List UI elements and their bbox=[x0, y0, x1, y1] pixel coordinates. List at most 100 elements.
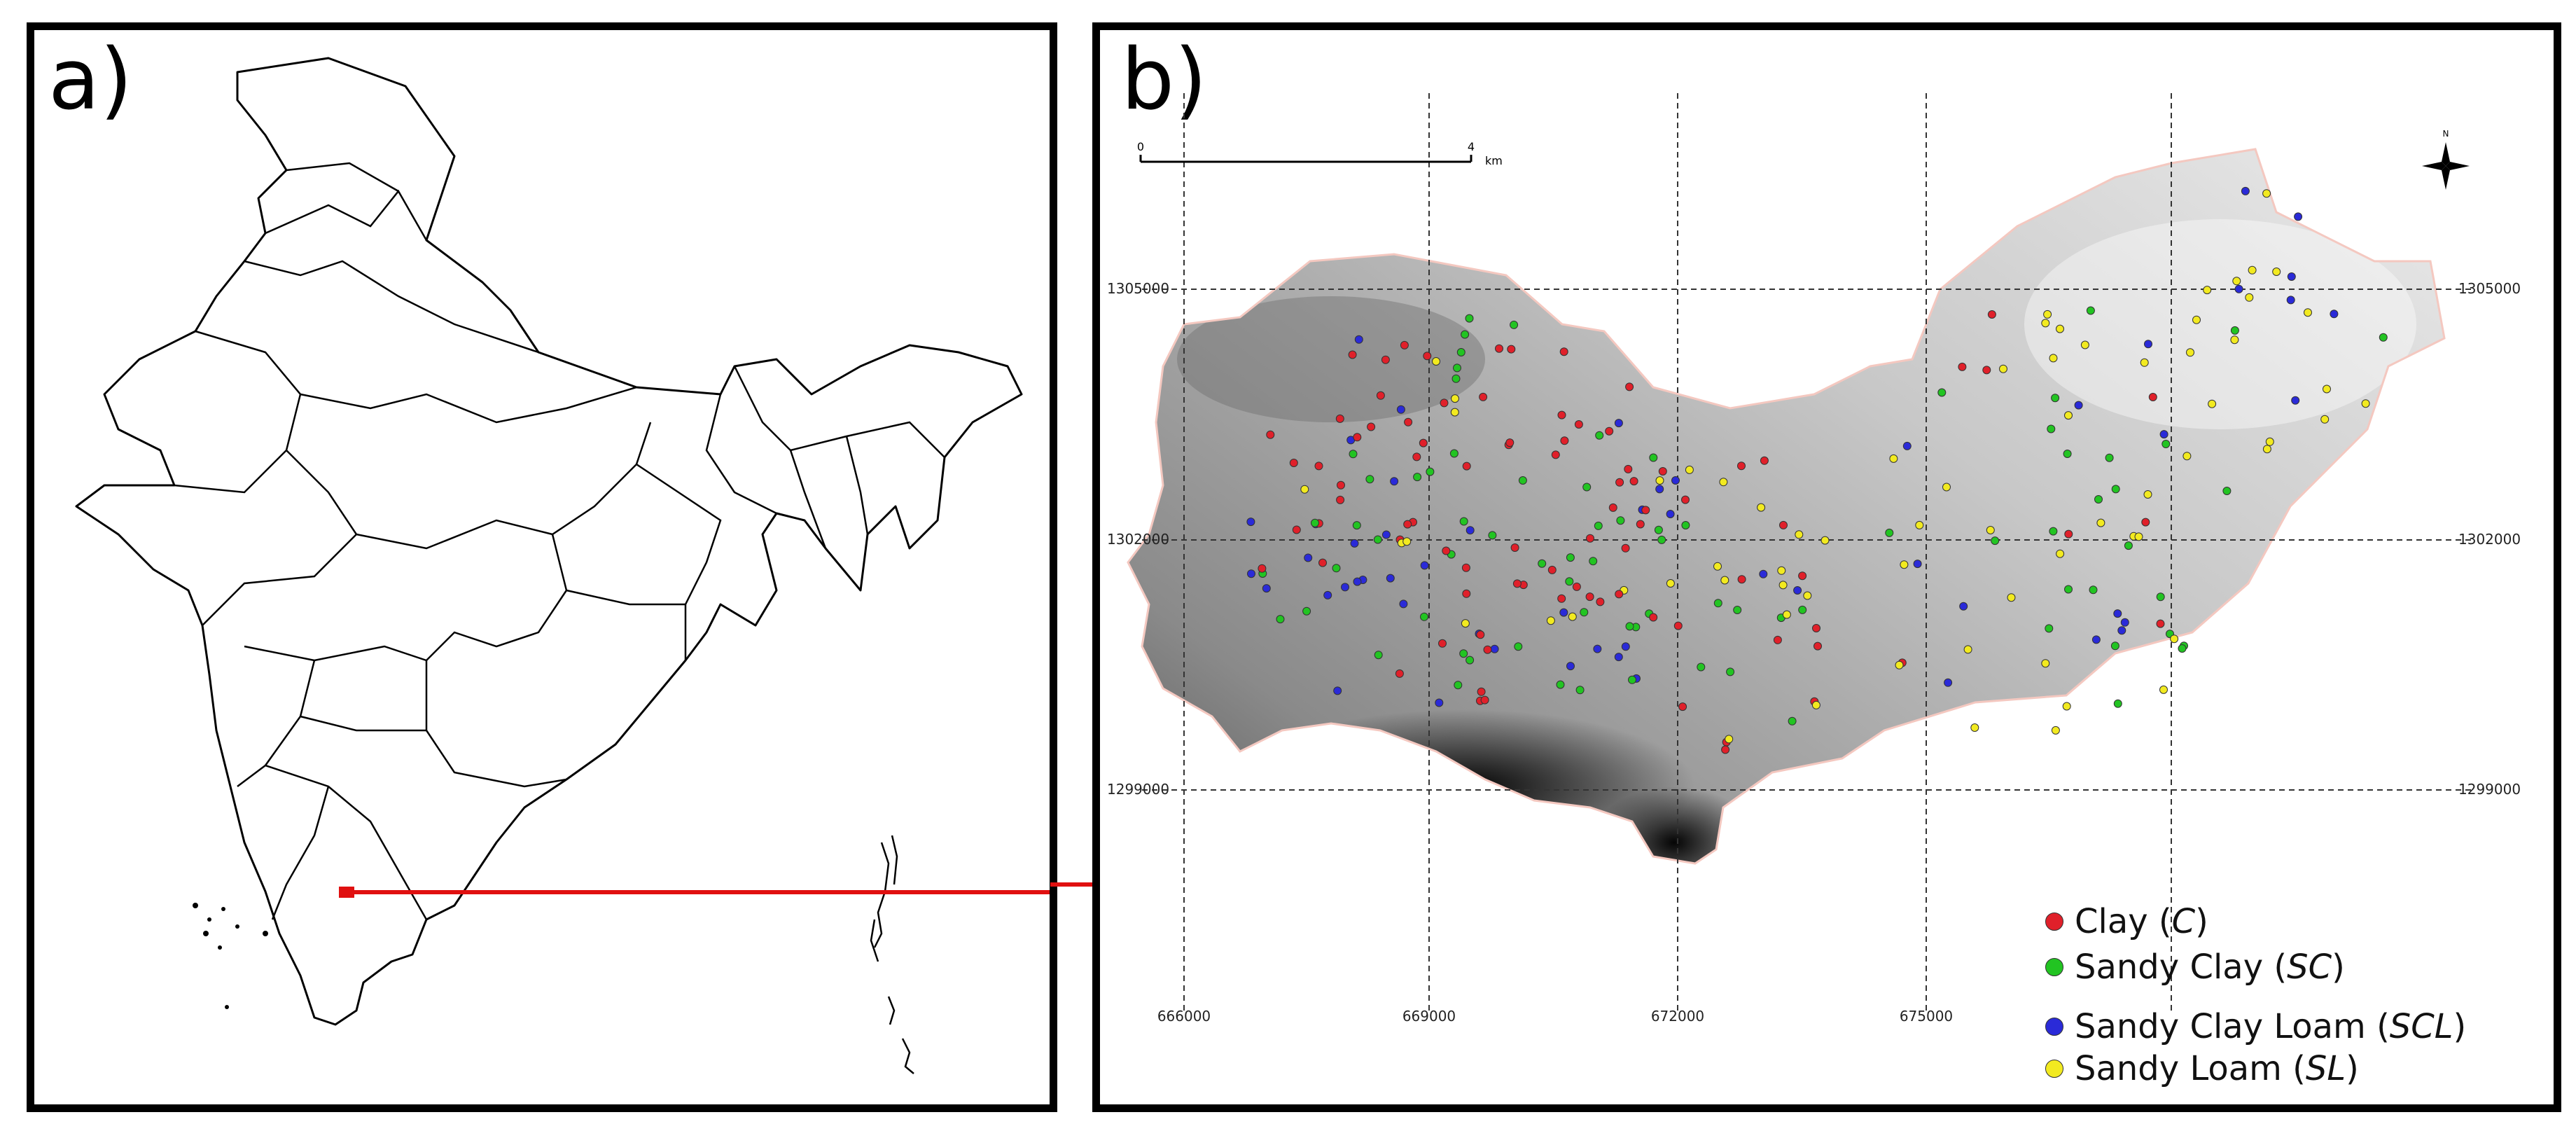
y-tick-label-right: 1299000 bbox=[2458, 781, 2521, 798]
sample-point-sandy-clay-loam bbox=[2074, 401, 2083, 410]
sample-point-sandy-clay bbox=[2379, 333, 2388, 342]
sample-point-clay bbox=[1403, 520, 1412, 529]
sample-point-sandy-loam bbox=[1820, 536, 1830, 545]
sample-point-sandy-loam bbox=[1450, 408, 1459, 417]
sample-point-clay bbox=[1258, 564, 1267, 573]
x-tick-label: 672000 bbox=[1651, 1008, 1704, 1025]
sample-point-clay bbox=[1318, 558, 1327, 567]
sample-point-sandy-clay bbox=[1365, 475, 1374, 484]
state-boundary bbox=[244, 534, 568, 662]
sample-point-sandy-clay-loam bbox=[1944, 678, 1953, 687]
sample-point-sandy-clay bbox=[1937, 388, 1947, 397]
sample-point-sandy-clay bbox=[2111, 485, 2120, 494]
legend-code: SCL bbox=[2389, 1007, 2453, 1046]
sample-point-sandy-clay bbox=[2113, 699, 2122, 708]
state-boundary bbox=[356, 422, 652, 550]
sample-point-clay bbox=[1641, 506, 1650, 515]
sample-point-clay bbox=[1266, 430, 1275, 439]
sample-point-clay bbox=[1442, 546, 1451, 555]
sample-point-clay bbox=[1480, 695, 1489, 705]
sample-point-sandy-clay-loam bbox=[1399, 599, 1408, 609]
sample-point-clay bbox=[1813, 641, 1822, 651]
sample-point-sandy-loam bbox=[2323, 384, 2331, 394]
sample-point-sandy-loam bbox=[1720, 576, 1729, 585]
sample-point-sandy-clay-loam bbox=[2330, 310, 2339, 319]
sample-point-sandy-clay-loam bbox=[2287, 272, 2296, 281]
sample-point-sandy-clay bbox=[1589, 557, 1598, 566]
sample-point-clay bbox=[1551, 450, 1560, 459]
sample-point-sandy-clay bbox=[1276, 615, 1285, 624]
sample-point-clay bbox=[1395, 669, 1404, 678]
sample-point-clay bbox=[1586, 534, 1594, 543]
x-tick-label: 669000 bbox=[1402, 1008, 1456, 1025]
state-boundary bbox=[265, 764, 428, 920]
sample-point-sandy-loam bbox=[2248, 265, 2257, 275]
sample-point-sandy-clay bbox=[1451, 374, 1461, 383]
sample-point-sandy-clay-loam bbox=[2291, 396, 2300, 405]
sample-point-clay bbox=[1440, 398, 1449, 408]
sample-point-sandy-loam bbox=[1568, 612, 1577, 621]
sample-point-sandy-clay bbox=[1595, 431, 1604, 440]
sample-point-clay bbox=[1314, 462, 1323, 471]
legend-item-clay: Clay (C) bbox=[2045, 902, 2208, 941]
sample-point-sandy-clay bbox=[1575, 686, 1585, 695]
north-arrow-icon: N bbox=[2422, 129, 2470, 190]
sample-point-sandy-clay-loam bbox=[1353, 577, 1362, 586]
scale-end-label: 4 bbox=[1468, 140, 1475, 153]
sample-point-clay bbox=[1608, 503, 1617, 512]
sample-point-sandy-loam bbox=[2134, 532, 2143, 541]
sample-point-sandy-clay-loam bbox=[1341, 583, 1349, 592]
sample-point-sandy-loam bbox=[1986, 526, 1995, 534]
sample-point-sandy-clay bbox=[1510, 320, 1519, 329]
sample-point-clay bbox=[1462, 589, 1471, 598]
sample-point-clay bbox=[1419, 438, 1428, 447]
sample-point-sandy-clay-loam bbox=[2091, 635, 2101, 644]
sample-point-sandy-clay bbox=[1413, 473, 1422, 482]
sample-point-sandy-clay bbox=[1449, 449, 1458, 458]
sample-point-clay bbox=[1510, 543, 1519, 552]
sample-point-sandy-loam bbox=[2245, 293, 2254, 302]
sample-point-sandy-loam bbox=[2080, 340, 2089, 349]
sample-point-sandy-loam bbox=[2320, 415, 2330, 424]
sample-point-sandy-clay-loam bbox=[1593, 644, 1602, 653]
y-tick-label-right: 1305000 bbox=[2458, 280, 2521, 297]
y-tick-label-left: 1305000 bbox=[1107, 280, 1169, 297]
sample-point-sandy-clay-loam bbox=[1793, 586, 1802, 595]
sample-point-sandy-loam bbox=[2186, 348, 2194, 357]
sample-point-sandy-clay bbox=[1580, 608, 1589, 617]
sample-point-sandy-clay-loam bbox=[1759, 569, 1768, 578]
sample-point-sandy-clay-loam bbox=[1396, 405, 1405, 414]
sample-point-sandy-clay bbox=[1459, 517, 1468, 526]
sample-point-clay bbox=[1798, 571, 1807, 581]
sample-point-clay bbox=[2156, 619, 2165, 628]
sample-point-clay bbox=[1367, 422, 1376, 431]
sample-point-clay bbox=[1560, 436, 1569, 445]
sample-point-clay bbox=[1721, 745, 1730, 754]
legend-code: C bbox=[2171, 902, 2196, 941]
y-tick-label-left: 1302000 bbox=[1107, 531, 1169, 548]
sample-point-clay bbox=[1412, 452, 1421, 462]
sample-point-sandy-clay bbox=[1556, 680, 1565, 689]
sample-point-sandy-clay bbox=[1788, 716, 1797, 726]
sample-point-clay bbox=[1337, 480, 1345, 490]
sample-point-sandy-clay bbox=[1488, 531, 1497, 540]
sample-point-sandy-clay-loam bbox=[1465, 526, 1475, 535]
sample-point-sandy-clay-loam bbox=[1666, 510, 1675, 518]
sample-point-clay bbox=[1982, 366, 1991, 375]
sample-point-sandy-clay bbox=[1726, 667, 1735, 676]
sample-point-sandy-clay bbox=[1538, 559, 1547, 568]
panel-b-label: b) bbox=[1121, 32, 1207, 129]
sample-point-sandy-clay bbox=[2178, 644, 2187, 653]
sample-point-sandy-clay-loam bbox=[1390, 477, 1399, 486]
sample-point-clay bbox=[1658, 467, 1667, 476]
sample-point-sandy-clay bbox=[2156, 592, 2165, 602]
sample-point-sandy-clay bbox=[1311, 518, 1319, 527]
sample-point-sandy-loam bbox=[1963, 645, 1972, 654]
sample-point-sandy-clay-loam bbox=[1381, 530, 1391, 539]
legend-code: SL bbox=[2305, 1049, 2346, 1088]
sample-point-clay bbox=[1615, 590, 1624, 599]
sample-point-sandy-clay-loam bbox=[2241, 186, 2250, 195]
sample-point-clay bbox=[1438, 639, 1447, 648]
sample-point-sandy-loam bbox=[1811, 700, 1820, 709]
sample-point-sandy-loam bbox=[1803, 591, 1812, 600]
